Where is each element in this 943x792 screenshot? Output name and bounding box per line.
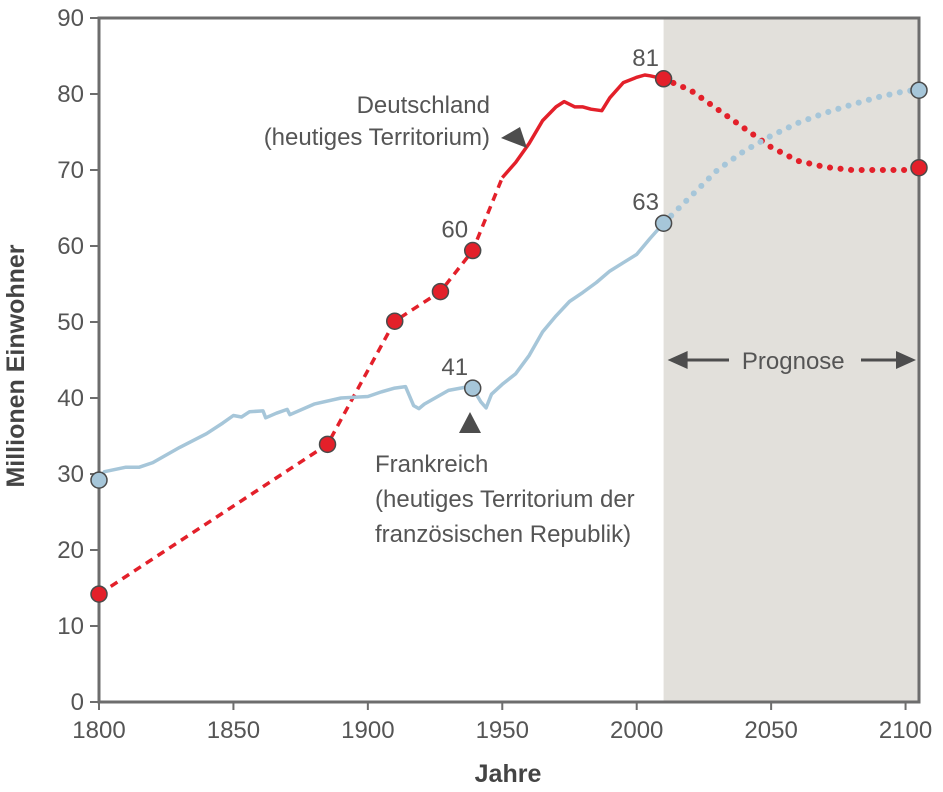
- france-pointer-icon: [459, 412, 481, 433]
- germany-marker: [318, 435, 337, 454]
- forecast-label: Prognose: [742, 348, 845, 375]
- germany-marker: [910, 158, 928, 177]
- arrow-left-icon: [667, 351, 688, 369]
- y-tick-label: 50: [57, 309, 84, 336]
- france-marker: [90, 471, 108, 489]
- germany-marker: [431, 282, 450, 301]
- germany-projection-line: [660, 75, 919, 173]
- germany-observed-line: [500, 73, 664, 179]
- forecast-indicator: Prognose: [667, 348, 916, 375]
- germany-marker: [90, 585, 108, 603]
- germany-annotation: Deutschland (heutiges Territorium): [264, 92, 490, 151]
- y-tick-label: 10: [57, 613, 84, 640]
- france-observed-line: [99, 222, 665, 482]
- y-tick-label: 60: [57, 233, 84, 260]
- germany-marker: [654, 70, 673, 88]
- france-marker: [910, 81, 928, 99]
- germany-data-label: 60: [441, 217, 468, 244]
- x-tick-label: 2100: [879, 717, 932, 744]
- france-annotation: Frankreich (heutiges Territorium der franz…: [375, 451, 635, 548]
- y-tick-label: 30: [57, 461, 84, 488]
- germany-marker: [463, 241, 482, 260]
- france-data-label: 41: [441, 354, 468, 381]
- y-tick-label: 20: [57, 537, 84, 564]
- germany-historic-line: [99, 176, 504, 596]
- x-tick-label: 2000: [610, 717, 663, 744]
- y-tick-label: 90: [57, 5, 84, 32]
- x-tick-label: 1900: [341, 717, 394, 744]
- y-tick-label: 0: [71, 689, 84, 716]
- y-axis-title: Millionen Einwohner: [2, 244, 30, 487]
- x-tick-label: 1800: [72, 717, 125, 744]
- x-axis-title: Jahre: [475, 760, 542, 788]
- france-data-label: 63: [632, 189, 659, 216]
- germany-data-label: 81: [632, 45, 659, 72]
- plot-frame: [97, 16, 921, 704]
- germany-pointer-icon: [501, 127, 527, 148]
- x-tick-label: 1850: [207, 717, 260, 744]
- x-tick-label: 2050: [744, 717, 797, 744]
- x-tick-label: 1950: [476, 717, 529, 744]
- france-marker: [463, 379, 482, 397]
- france-marker: [654, 214, 673, 232]
- france-projection-line: [660, 87, 919, 227]
- y-tick-label: 40: [57, 385, 84, 412]
- y-tick-label: 70: [57, 157, 84, 184]
- germany-marker: [385, 312, 404, 330]
- arrow-right-icon: [896, 351, 916, 369]
- y-tick-label: 80: [57, 81, 84, 108]
